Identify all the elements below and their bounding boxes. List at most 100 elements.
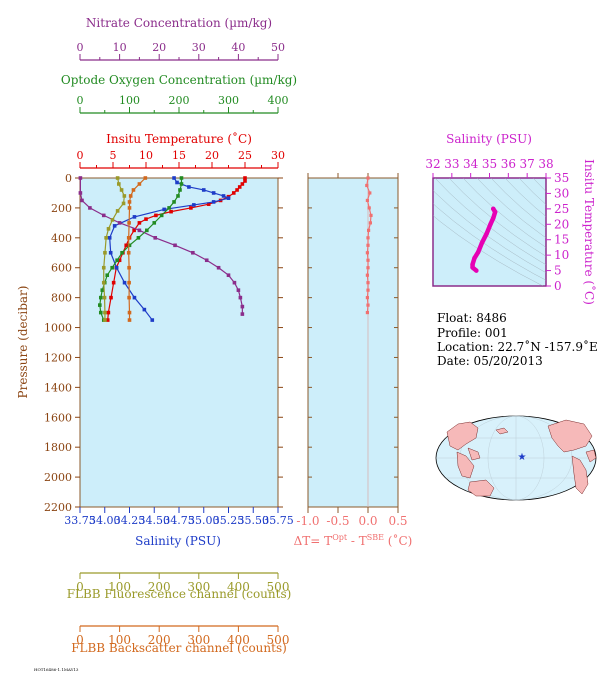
top-axis-tick-label: 25 — [238, 149, 252, 162]
delta-t-point — [366, 303, 370, 307]
delta-t-point — [367, 228, 371, 232]
series-point — [238, 295, 243, 300]
pressure-tick-label: 600 — [51, 262, 72, 275]
ts-xtick-label: 34 — [463, 157, 479, 171]
ts-ytick-label: 30 — [554, 186, 569, 200]
series-point — [162, 207, 166, 212]
series-point — [117, 221, 122, 225]
top-axis-tick-label: 30 — [192, 41, 206, 54]
series-point — [142, 307, 147, 312]
series-point — [101, 280, 106, 285]
delta-t-point — [365, 310, 369, 315]
series-point — [145, 228, 149, 233]
top-axis-label: Insitu Temperature (˚C) — [106, 131, 252, 146]
series-point — [127, 221, 131, 225]
series-point — [115, 258, 119, 263]
ts-title: Salinity (PSU) — [446, 132, 532, 146]
bottom-axis-tick-label: 400 — [227, 633, 250, 647]
series-point — [111, 280, 116, 285]
series-point — [189, 206, 193, 210]
delta-t-tick-label: -1.0 — [296, 514, 319, 528]
series-point — [119, 188, 124, 192]
top-axis-tick-label: 20 — [152, 41, 166, 54]
ts-contour — [504, 178, 546, 217]
series-point — [206, 202, 211, 206]
series-point — [115, 209, 120, 213]
series-point — [103, 318, 107, 322]
series-point — [110, 265, 114, 270]
delta-t-point — [366, 281, 370, 285]
top-axis-tick-label: 100 — [119, 94, 140, 107]
bottom-axis-tick-label: 100 — [108, 633, 131, 647]
bottom-axis-tick-label: 500 — [267, 580, 290, 594]
pressure-tick-label: 1200 — [44, 351, 72, 364]
delta-t-tick-label: 0.0 — [358, 514, 377, 528]
ts-point — [472, 256, 477, 261]
ts-contour — [462, 178, 546, 248]
series-point — [243, 176, 247, 180]
bottom-axis-tick-label: 33.75 — [64, 514, 96, 527]
footer-label: HOT16486-1.1MAY13 — [34, 667, 79, 672]
series-point — [231, 191, 236, 195]
delta-t-point — [365, 273, 369, 277]
series-point — [101, 213, 106, 218]
bottom-axis-label: FLBB Fluorescence channel (counts) — [67, 587, 292, 601]
profile-date: Date: 05/20/2013 — [437, 354, 543, 368]
series-point — [127, 243, 132, 248]
series-point — [131, 188, 136, 192]
series-point — [211, 200, 216, 204]
main-series — [78, 176, 247, 322]
delta-t-point — [366, 176, 370, 180]
pressure-tick-label: 2000 — [44, 471, 72, 484]
series-point — [98, 310, 103, 315]
float-location: Location: 22.7˚N -157.9˚E — [437, 339, 598, 354]
series-point — [110, 218, 115, 222]
series-point — [150, 318, 155, 322]
series-point — [201, 188, 206, 192]
delta-t-point — [366, 243, 370, 247]
ts-series — [470, 206, 498, 273]
series-point — [104, 236, 108, 240]
series-point — [127, 318, 132, 322]
series-point — [240, 182, 245, 186]
series-point — [127, 280, 131, 285]
top-axis-tick-label: 50 — [271, 41, 285, 54]
delta-t-series — [365, 176, 373, 315]
top-axis-tick-label: 0 — [77, 41, 84, 54]
series-point — [240, 304, 245, 309]
series-point — [175, 180, 179, 185]
delta-t-point — [366, 258, 370, 262]
delta-t-plot-area — [307, 177, 399, 508]
ts-xtick-label: 36 — [501, 157, 516, 171]
series-point — [121, 201, 126, 206]
pressure-tick-label: 1400 — [44, 381, 72, 394]
series-point — [137, 228, 142, 233]
bottom-axis-tick-label: 34.50 — [139, 514, 171, 527]
pressure-tick-label: 2200 — [44, 501, 72, 514]
ts-contour — [476, 178, 546, 239]
globe-land — [446, 419, 597, 497]
top-axis-tick-label: 40 — [231, 41, 245, 54]
series-point — [103, 310, 107, 315]
series-point — [176, 194, 180, 198]
bottom-axis-tick-label: 300 — [187, 633, 210, 647]
ts-xtick-label: 33 — [444, 157, 459, 171]
delta-t-point — [365, 251, 369, 255]
bottom-axis-tick-label: 200 — [148, 633, 171, 647]
delta-t-point — [369, 213, 373, 217]
series-point — [115, 176, 120, 180]
series-point — [112, 224, 117, 228]
series-point — [127, 295, 131, 300]
bottom-axis-tick-label: 300 — [187, 580, 210, 594]
series-point — [144, 217, 148, 221]
series-point — [187, 185, 191, 189]
ts-ytick-label: 5 — [554, 264, 562, 278]
delta-t-panel: -1.0 -0.5 0.0 0.5 ΔT= TOpt - TSBE (˚C) — [294, 173, 412, 548]
series-point — [109, 295, 113, 300]
series-point — [132, 228, 136, 233]
top-axis-tick-label: 200 — [169, 94, 190, 107]
series-point — [240, 312, 245, 316]
pressure-tick-label: 200 — [51, 202, 72, 215]
delta-t-point — [365, 198, 369, 203]
